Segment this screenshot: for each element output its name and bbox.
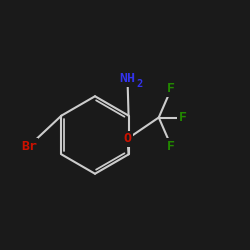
Text: F: F [167, 82, 175, 95]
Text: F: F [167, 140, 175, 153]
Text: 2: 2 [136, 79, 142, 89]
Text: O: O [124, 132, 132, 145]
Text: F: F [178, 111, 186, 124]
Text: Br: Br [21, 140, 37, 153]
Text: NH: NH [120, 72, 136, 85]
